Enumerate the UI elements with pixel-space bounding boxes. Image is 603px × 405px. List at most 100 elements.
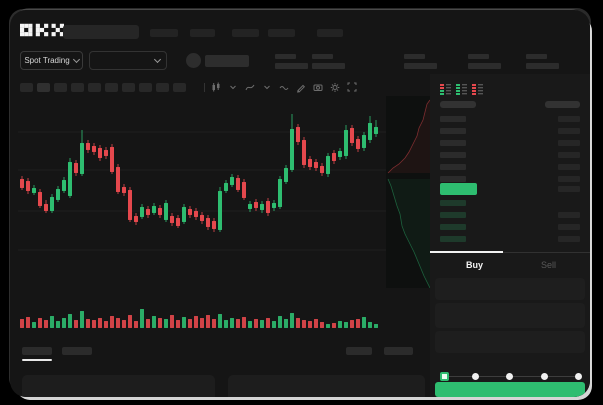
timeframe-pill[interactable] (173, 83, 186, 92)
price-bar (440, 152, 466, 158)
amount-bar (558, 116, 580, 122)
price-bar (440, 224, 466, 230)
bid-row[interactable] (440, 233, 580, 245)
toolbar-divider (204, 83, 205, 92)
bid-row[interactable] (440, 197, 580, 209)
bottom-action-placeholder[interactable] (346, 347, 372, 355)
tab-sell[interactable]: Sell (540, 260, 556, 270)
gear-icon[interactable] (329, 82, 341, 93)
chevron-down-icon (72, 55, 80, 64)
price-column-header (440, 101, 476, 108)
ticker-stat (468, 54, 501, 69)
tabs-divider (430, 252, 590, 253)
nav-item-placeholder[interactable] (317, 29, 343, 37)
order-input-placeholder[interactable] (435, 331, 585, 353)
chevron-down-icon (153, 55, 162, 64)
price-bar (440, 212, 466, 218)
ask-row[interactable] (440, 149, 580, 161)
chevron-down-icon[interactable] (227, 82, 239, 93)
ask-row[interactable] (440, 113, 580, 125)
timeframe-pill[interactable] (54, 83, 67, 92)
amount-column-header (545, 101, 580, 108)
timeframe-pill[interactable] (37, 83, 50, 92)
last-price-highlight (440, 183, 477, 195)
amount-bar (558, 164, 580, 170)
price-bar (440, 116, 466, 122)
ticker-stat (526, 54, 559, 69)
slider-stop[interactable] (506, 373, 513, 380)
bottom-action-placeholder[interactable] (384, 347, 413, 355)
amount-slider[interactable] (440, 372, 582, 382)
buy-submit-button[interactable] (435, 382, 585, 397)
pencil-icon[interactable] (295, 82, 307, 93)
market-type-label: Spot Trading (24, 56, 70, 65)
price-bar (440, 200, 466, 206)
amount-bar (558, 236, 580, 242)
ticker-stat (312, 54, 345, 69)
combined-book-icon[interactable] (440, 82, 451, 95)
price-bar (440, 128, 466, 134)
amount-bar (558, 176, 580, 182)
ask-row[interactable] (440, 173, 580, 185)
slider-handle[interactable] (440, 372, 449, 381)
bid-row[interactable] (440, 209, 580, 221)
ticker-stat (275, 54, 308, 69)
price-bar (440, 164, 466, 170)
timeframe-pill[interactable] (71, 83, 84, 92)
orders-table-placeholder (22, 375, 215, 397)
slider-stop[interactable] (540, 373, 548, 380)
bid-row[interactable] (440, 221, 580, 233)
pair-name-placeholder (205, 55, 249, 67)
amount-bar (558, 128, 580, 134)
timeframe-pill[interactable] (105, 83, 118, 92)
ask-row[interactable] (440, 137, 580, 149)
timeframe-pill[interactable] (122, 83, 135, 92)
okx-logo-glyph (20, 23, 64, 37)
okx-app-window: Spot Trading (10, 10, 590, 397)
nav-item-placeholder[interactable] (150, 29, 178, 37)
depth-chart[interactable] (386, 96, 431, 289)
timeframe-pill[interactable] (139, 83, 152, 92)
order-input-placeholder[interactable] (435, 278, 585, 300)
pair-selector-dropdown[interactable] (89, 51, 167, 70)
amount-bar (558, 152, 580, 158)
order-input-placeholder[interactable] (435, 303, 585, 328)
chevron-down-icon[interactable] (261, 82, 273, 93)
indicator-icon[interactable] (244, 82, 256, 93)
coin-avatar (186, 53, 201, 68)
amount-bar (558, 186, 580, 192)
search-input[interactable] (63, 25, 139, 39)
ask-row[interactable] (440, 161, 580, 173)
bottom-tab-underline (22, 359, 52, 361)
orders-table-placeholder (228, 375, 425, 397)
ask-row[interactable] (440, 125, 580, 137)
bottom-tab-active[interactable] (22, 347, 52, 355)
slider-stop[interactable] (471, 373, 479, 380)
orderbook-trade-panel: Buy Sell (430, 74, 590, 397)
nav-item-placeholder[interactable] (232, 29, 259, 37)
amount-bar (558, 140, 580, 146)
amount-bar (558, 224, 580, 230)
active-tab-indicator (430, 251, 503, 253)
bottom-tab[interactable] (62, 347, 92, 355)
expand-icon[interactable] (346, 82, 358, 93)
timeframe-pill[interactable] (20, 83, 33, 92)
price-bar (440, 236, 466, 242)
price-bar (440, 140, 466, 146)
asks-book-icon[interactable] (472, 82, 483, 95)
nav-item-placeholder[interactable] (268, 29, 295, 37)
wave-icon[interactable] (278, 82, 290, 93)
market-type-selector[interactable]: Spot Trading (20, 51, 83, 70)
bids-book-icon[interactable] (456, 82, 467, 95)
amount-bar (558, 212, 580, 218)
okx-logo (20, 22, 64, 38)
last-price-row[interactable] (440, 183, 580, 195)
slider-stop[interactable] (575, 373, 582, 380)
camera-icon[interactable] (312, 82, 324, 93)
tab-buy[interactable]: Buy (465, 260, 483, 270)
timeframe-pill[interactable] (88, 83, 101, 92)
nav-item-placeholder[interactable] (190, 29, 215, 37)
candlestick-icon[interactable] (210, 82, 222, 93)
timeframe-pill[interactable] (156, 83, 169, 92)
